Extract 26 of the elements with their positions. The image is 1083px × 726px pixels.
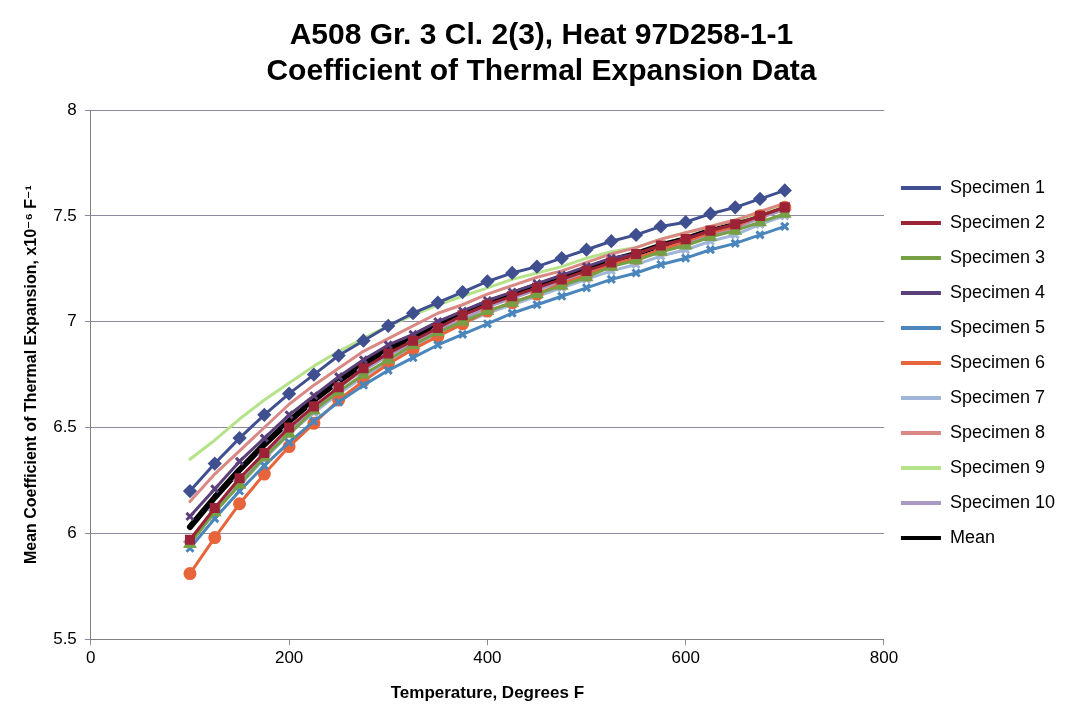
legend-label: Specimen 4 — [949, 281, 1045, 302]
x-axis-title: Temperature, Degrees F — [390, 683, 585, 703]
legend-label: Mean — [949, 526, 995, 547]
legend-label: Specimen 3 — [949, 246, 1045, 267]
legend-label: Specimen 10 — [949, 491, 1056, 512]
y-tick-label: 5.5 — [53, 628, 77, 648]
legend-label: Specimen 9 — [949, 456, 1045, 477]
legend-label: Specimen 6 — [949, 351, 1045, 372]
x-tick-label: 800 — [869, 648, 899, 668]
legend-label: Specimen 5 — [949, 316, 1045, 337]
x-tick-label: 600 — [671, 648, 700, 668]
y-axis-title: Mean Coefficient of Thermal Expansion, x10⁻⁶ F⁻¹ — [22, 185, 40, 565]
x-tick-label: 0 — [86, 648, 96, 668]
y-tick-label: 6.5 — [53, 417, 77, 437]
y-tick-label: 6 — [67, 523, 77, 543]
y-tick-label: 7.5 — [53, 205, 77, 225]
x-tick-label: 400 — [473, 648, 502, 668]
legend-label: Specimen 2 — [949, 211, 1045, 232]
x-tick-label: 200 — [274, 648, 304, 668]
text: Coefficient of Thermal Expansion Data — [266, 53, 817, 87]
legend-label: Specimen 8 — [949, 421, 1045, 442]
text: A508 Gr. 3 Cl. 2(3), Heat 97D258-1-1 — [289, 17, 794, 51]
y-tick-label: 8 — [67, 99, 77, 119]
y-tick-label: 7 — [67, 311, 77, 331]
legend-label: Specimen 7 — [949, 386, 1045, 407]
legend-label: Specimen 1 — [949, 176, 1045, 197]
